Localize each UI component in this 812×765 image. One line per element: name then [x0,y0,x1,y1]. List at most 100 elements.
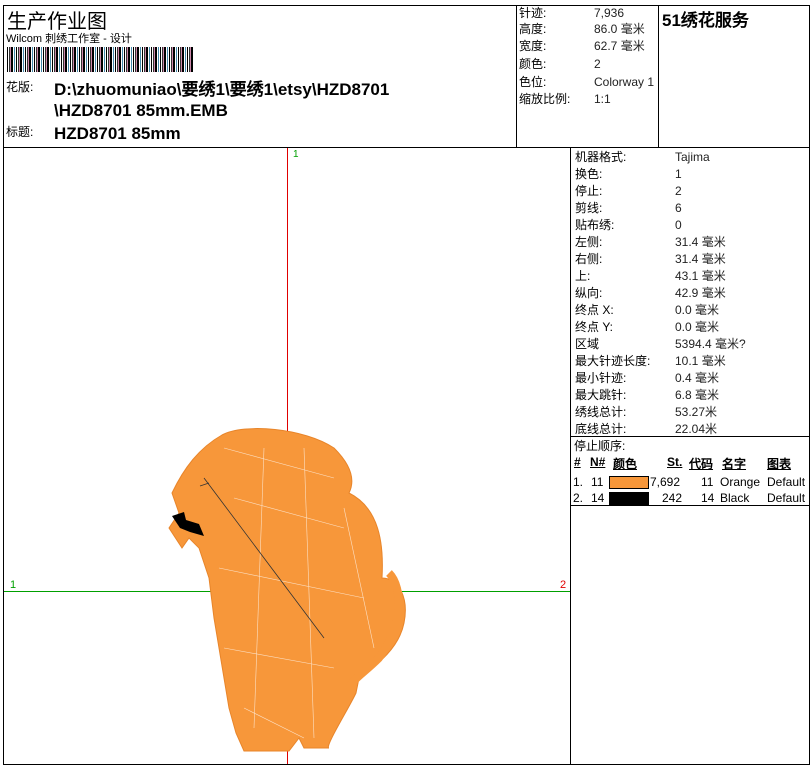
summary-label: 宽度: [519,39,547,53]
detail-row: 最小针迹: 0.4 毫米 [575,370,719,387]
summary-label: 颜色: [519,57,547,71]
detail-label: 上: [575,269,591,283]
axis-left-label: 1 [10,579,17,591]
col-stitches: St. [667,455,683,469]
detail-label: 机器格式: [575,150,627,164]
detail-row: 最大针迹长度: 10.1 毫米 [575,353,726,370]
design-canvas[interactable]: 1 1 2 [3,147,571,765]
detail-row: 底线总计: 22.04米 [575,421,717,438]
detail-label: 停止: [575,184,603,198]
detail-row: 左侧: 31.4 毫米 [575,234,726,251]
design-path-line1: D:\zhuomuniao\要绣1\要绣1\etsy\HZD8701 [54,80,390,99]
summary-row: 缩放比例: 1:1 [519,91,611,108]
detail-value: 0.0 毫米 [675,320,720,334]
stop-row[interactable]: 2. 14 242 14 Black Default [571,490,811,506]
summary-value: 86.0 毫米 [594,22,645,36]
detail-row: 纵向: 42.9 毫米 [575,285,726,302]
detail-label: 绣线总计: [575,405,627,419]
detail-value: 42.9 毫米 [675,286,726,300]
col-index: # [574,455,581,469]
row-stitches: 242 [662,491,683,505]
detail-value: 10.1 毫米 [675,354,726,368]
summary-value: 1:1 [594,92,611,106]
detail-value: Tajima [675,150,710,164]
detail-row: 区域 5394.4 毫米? [575,336,746,353]
detail-row: 上: 43.1 毫米 [575,268,726,285]
detail-row: 停止: 2 [575,183,682,200]
title-label: 标题: [6,125,34,139]
detail-value: 22.04米 [675,422,718,436]
design-path: D:\zhuomuniao\要绣1\要绣1\etsy\HZD8701 \HZD8… [54,79,389,121]
details-panel: 机器格式: Tajima 换色: 1 停止: 2 剪线: 6 贴布绣: 0 左侧: 31.4 毫米 右侧… [570,147,810,437]
stop-row[interactable]: 1. 11 7,692 11 Orange Default [571,474,811,490]
detail-value: 5394.4 毫米? [675,337,746,351]
title-value: HZD8701 85mm [54,124,181,143]
brand-text: 51绣花服务 [662,11,749,30]
summary-row: 颜色: 2 [519,56,601,73]
summary-row: 针迹: 7,936 [519,5,624,22]
axis-top-label: 1 [293,149,299,160]
col-color: 颜色 [613,457,638,471]
row-needle: 11 [591,475,604,489]
detail-label: 换色: [575,167,603,181]
detail-row: 贴布绣: 0 [575,217,682,234]
col-name: 名字 [722,457,747,471]
subtitle: Wilcom 刺绣工作室 - 设计 [6,33,132,45]
summary-value: 62.7 毫米 [594,39,645,53]
detail-label: 终点 X: [575,303,614,317]
detail-row: 终点 X: 0.0 毫米 [575,302,719,319]
summary-label: 高度: [519,22,547,36]
design-label: 花版: [6,80,34,94]
summary-label: 色位: [519,75,547,89]
detail-row: 机器格式: Tajima [575,149,710,166]
row-needle: 14 [591,491,605,505]
row-chart: Default [767,491,806,505]
row-index: 2. [573,491,584,505]
detail-row: 右侧: 31.4 毫米 [575,251,726,268]
detail-label: 最小针迹: [575,371,627,385]
detail-value: 0.4 毫米 [675,371,720,385]
summary-value: Colorway 1 [594,75,655,89]
detail-row: 终点 Y: 0.0 毫米 [575,319,719,336]
col-code: 代码 [689,457,714,471]
summary-label: 缩放比例: [519,92,571,106]
design-path-line2: \HZD8701 85mm.EMB [54,101,228,120]
detail-label: 纵向: [575,286,603,300]
detail-label: 底线总计: [575,422,627,436]
axis-right-label: 2 [560,579,567,591]
detail-label: 右侧: [575,252,603,266]
row-code: 11 [701,475,714,489]
detail-label: 终点 Y: [575,320,614,334]
summary-row: 宽度: 62.7 毫米 [519,38,645,55]
detail-row: 剪线: 6 [575,200,682,217]
page-title: 生产作业图 [7,11,107,33]
row-chart: Default [767,475,806,489]
detail-label: 最大针迹长度: [575,354,651,368]
detail-label: 左侧: [575,235,603,249]
detail-value: 2 [675,184,682,198]
detail-row: 换色: 1 [575,166,682,183]
detail-label: 区域 [575,337,600,351]
stop-sequence-title: 停止顺序: [574,439,626,453]
detail-value: 0.0 毫米 [675,303,720,317]
row-index: 1. [573,475,584,489]
detail-label: 贴布绣: [575,218,615,232]
summary-label: 针迹: [519,6,547,20]
summary-row: 高度: 86.0 毫米 [519,21,645,38]
detail-row: 绣线总计: 53.27米 [575,404,717,421]
detail-value: 31.4 毫米 [675,235,726,249]
detail-value: 0 [675,218,682,232]
detail-value: 6 [675,201,682,215]
row-name: Black [720,491,750,505]
row-name: Orange [720,475,761,489]
detail-row: 最大跳针: 6.8 毫米 [575,387,719,404]
detail-value: 6.8 毫米 [675,388,720,402]
lion-embroidery-preview [168,428,406,752]
barcode [7,47,194,72]
summary-value: 2 [594,57,601,71]
detail-value: 31.4 毫米 [675,252,726,266]
detail-value: 43.1 毫米 [675,269,726,283]
stop-sequence-panel: 停止顺序: # N# 颜色 St. 代码 名字 图表 1. 11 7,692 1… [570,436,810,506]
detail-label: 最大跳针: [575,388,627,402]
detail-value: 1 [675,167,682,181]
